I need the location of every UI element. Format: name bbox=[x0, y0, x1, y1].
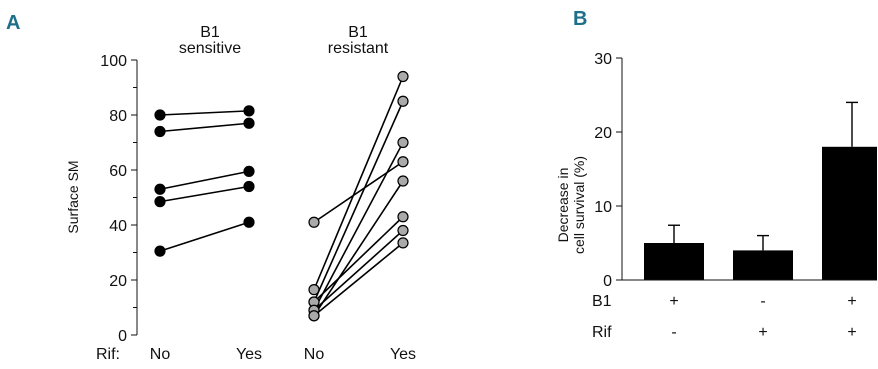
data-point bbox=[243, 105, 255, 117]
bar-group bbox=[733, 234, 793, 280]
bar bbox=[644, 243, 704, 280]
condition-rif-sign: - bbox=[671, 324, 676, 341]
connector-line bbox=[159, 221, 250, 252]
data-point bbox=[154, 196, 166, 208]
condition-b1-sign: + bbox=[669, 293, 678, 310]
connector-line bbox=[159, 110, 250, 116]
data-point bbox=[154, 183, 166, 195]
data-point bbox=[397, 136, 409, 149]
connector-line bbox=[313, 76, 404, 290]
panel-a-y-ticks: 0 20 40 60 80 100 bbox=[100, 53, 137, 345]
connector-line bbox=[313, 229, 404, 311]
data-point bbox=[243, 117, 255, 129]
data-point bbox=[243, 180, 255, 193]
panel-a-series-line bbox=[308, 211, 409, 308]
data-point bbox=[397, 211, 409, 223]
bar-group bbox=[822, 101, 877, 280]
condition-rif-sign: + bbox=[847, 324, 856, 341]
group-1-title: B1 bbox=[200, 24, 220, 41]
panel-a-series-line bbox=[154, 117, 255, 138]
connector-line bbox=[159, 170, 250, 191]
condition-b1-sign: - bbox=[760, 293, 765, 310]
panel-a-series bbox=[154, 70, 409, 322]
data-point bbox=[397, 95, 409, 107]
connector-line bbox=[313, 180, 404, 317]
bar bbox=[733, 250, 793, 280]
condition-b1-sign: + bbox=[847, 293, 856, 310]
connector-line bbox=[159, 122, 250, 133]
panel-a-y-tick-label: 100 bbox=[100, 53, 127, 70]
connector-line bbox=[313, 216, 404, 303]
group-1-x-yes: Yes bbox=[236, 346, 262, 363]
panel-a-y-tick-label: 20 bbox=[109, 273, 127, 290]
group-2-x-yes: Yes bbox=[390, 346, 416, 363]
panel-a-letter: A bbox=[6, 12, 20, 34]
connector-line bbox=[313, 242, 404, 317]
data-point bbox=[397, 70, 409, 83]
panel-a-series-line bbox=[154, 105, 255, 121]
panel-a-series-line bbox=[308, 70, 409, 296]
data-point bbox=[154, 245, 166, 257]
panel-b-y-tick-label: 10 bbox=[594, 199, 612, 216]
panel-a-series-line bbox=[308, 224, 409, 316]
panel-b-letter: B bbox=[573, 8, 587, 30]
panel-a-series-line bbox=[308, 175, 409, 322]
data-point bbox=[397, 175, 409, 187]
panel-b-ylabel-line1: Decrease in bbox=[555, 168, 571, 243]
panel-a-series-line bbox=[308, 237, 409, 322]
panel-b-y-tick-label: 20 bbox=[594, 125, 612, 142]
data-point bbox=[397, 237, 409, 249]
data-point bbox=[397, 156, 409, 168]
panel-a-y-tick-label: 40 bbox=[109, 218, 127, 235]
group-2-title: B1 bbox=[348, 24, 368, 41]
panel-a-y-tick-label: 0 bbox=[118, 328, 127, 345]
row-label-rif: Rif bbox=[592, 324, 612, 341]
panel-a-y-tick-label: 60 bbox=[109, 163, 127, 180]
panel-b-y-ticks: 0 10 20 30 bbox=[594, 51, 622, 290]
bar bbox=[822, 146, 877, 280]
data-point bbox=[308, 216, 320, 228]
group-1-subtitle: sensitive bbox=[179, 40, 241, 57]
row-label-b1: B1 bbox=[592, 293, 612, 310]
panel-a-ylabel: Surface SM bbox=[65, 160, 81, 233]
panel-a: A B1 sensitive B1 resistant Surface SM 0… bbox=[6, 12, 416, 363]
panel-a-series-line bbox=[308, 95, 409, 308]
connector-line bbox=[313, 142, 404, 311]
data-point bbox=[154, 109, 166, 121]
panel-a-y-tick-label: 80 bbox=[109, 108, 127, 125]
panel-b-y-tick-label: 30 bbox=[594, 51, 612, 68]
condition-rif-sign: + bbox=[758, 324, 767, 341]
panel-b-conditions: + - - + + + bbox=[669, 293, 856, 341]
connector-line bbox=[313, 100, 404, 303]
data-point bbox=[154, 125, 166, 138]
data-point bbox=[308, 310, 320, 322]
rif-row-prefix: Rif: bbox=[96, 346, 120, 363]
panel-a-series-line bbox=[308, 156, 409, 228]
group-2-subtitle: resistant bbox=[328, 40, 389, 57]
connector-line bbox=[159, 185, 250, 203]
panel-a-series-line bbox=[154, 180, 255, 208]
data-point bbox=[243, 165, 255, 177]
panel-b: B Decrease in cell survival (%) 0102030 … bbox=[555, 8, 877, 341]
group-1-x-no: No bbox=[150, 346, 171, 363]
connector-line bbox=[313, 161, 404, 223]
panel-b-bars bbox=[622, 101, 877, 281]
data-point bbox=[397, 224, 409, 237]
data-point bbox=[243, 216, 255, 228]
bar-group bbox=[644, 224, 704, 280]
panel-a-series-line bbox=[154, 165, 255, 195]
panel-a-series-line bbox=[154, 216, 255, 257]
panel-b-ylabel-line2: cell survival (%) bbox=[571, 156, 587, 254]
group-2-x-no: No bbox=[304, 346, 325, 363]
panel-b-y-tick-label: 0 bbox=[603, 273, 612, 290]
